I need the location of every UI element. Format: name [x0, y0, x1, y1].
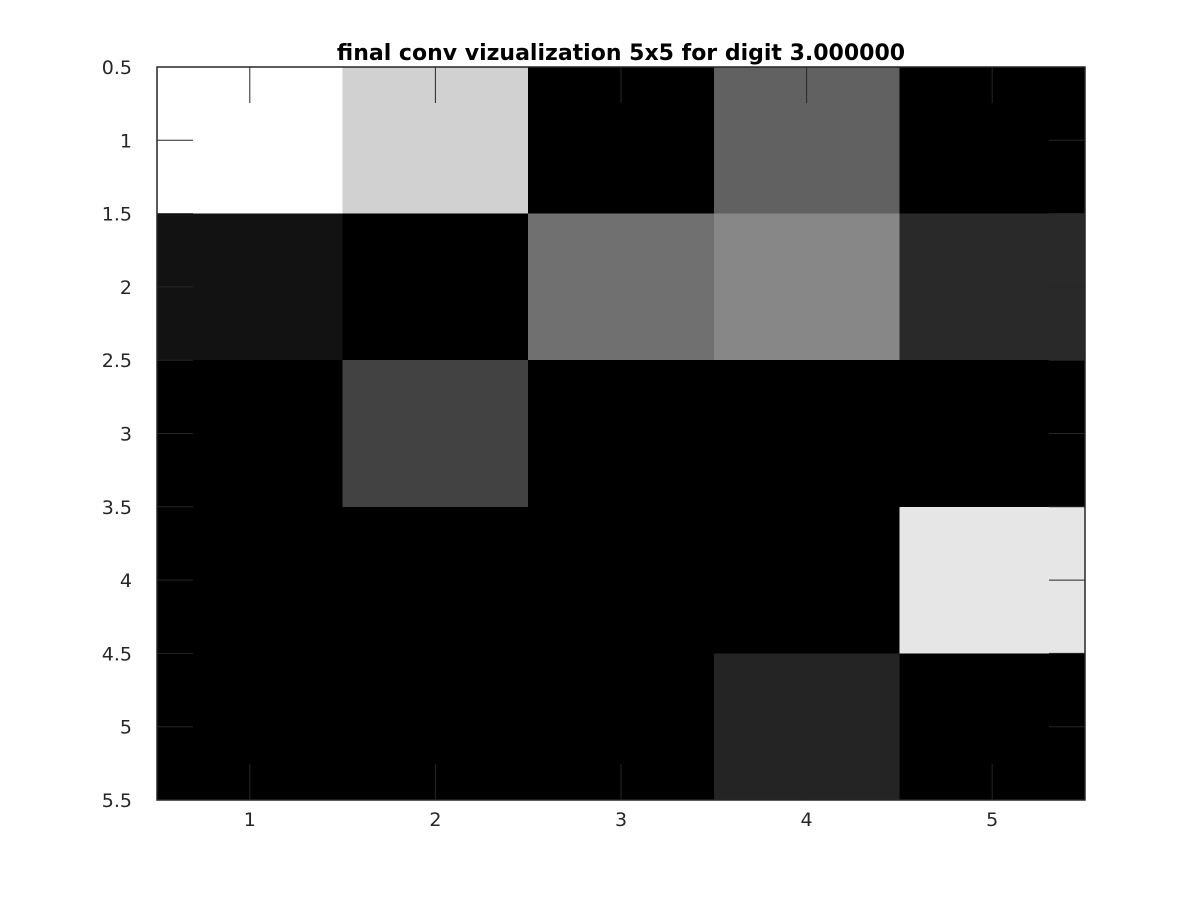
axes-frame: [156, 66, 1086, 801]
y-tick-label: 0.5: [102, 57, 132, 79]
heatmap-cell-r4-c3: [528, 506, 714, 654]
y-tick-labels: 0.5 1 1.5 2 2.5 3 3.5 4 4.5 5 5.5: [102, 57, 132, 812]
y-tick-label: 2.5: [102, 350, 132, 372]
heatmap-cell-r4-c2: [342, 506, 529, 654]
heatmap-cells: [157, 67, 1085, 800]
y-tick-label: 3.5: [102, 497, 132, 519]
x-tick-label: 3: [615, 809, 627, 831]
y-tick-label: 5.5: [102, 790, 132, 812]
x-tick-label: 1: [244, 809, 256, 831]
y-tick-label: 4: [120, 570, 132, 592]
y-tick-label: 4.5: [102, 643, 132, 665]
x-tick-label: 2: [429, 809, 441, 831]
y-tick-label: 1: [120, 130, 132, 152]
axis-ticks: [157, 66, 1085, 801]
x-tick-label: 5: [986, 809, 998, 831]
y-tick-label: 2: [120, 277, 132, 299]
heatmap-cell-r2-c2: [342, 213, 529, 361]
y-tick-label: 1.5: [102, 204, 132, 226]
heatmap-cell-r2-c3: [528, 213, 714, 361]
heatmap-cell-r2-c4: [713, 213, 900, 361]
y-tick-label: 3: [120, 424, 132, 446]
x-tick-label: 4: [801, 809, 813, 831]
x-tick-labels: 1 2 3 4 5: [244, 809, 998, 831]
heatmap-cell-r3-c4: [713, 360, 900, 507]
chart-title: final conv vizualization 5x5 for digit 3…: [337, 41, 905, 66]
heatmap-cell-r3-c2: [342, 360, 529, 507]
heatmap-cell-r3-c3: [528, 360, 714, 507]
heatmap-cell-r4-c4: [713, 506, 900, 654]
y-tick-label: 5: [120, 717, 132, 739]
